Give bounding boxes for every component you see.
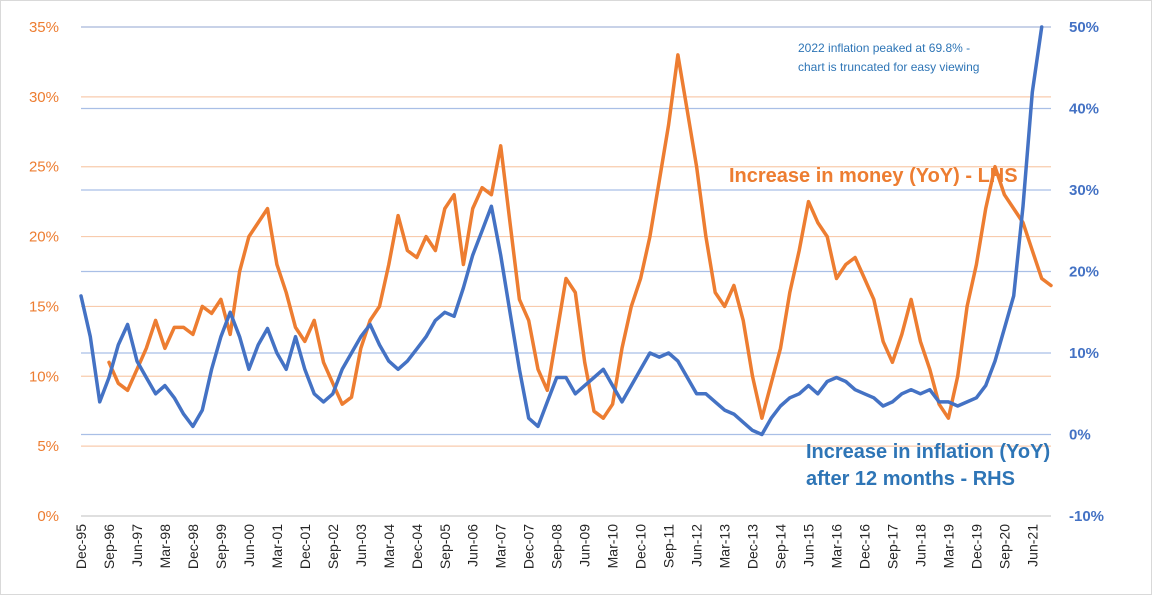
left-axis-ticks: 0% 5% 10% 15% 20% 25% 30% 35% — [29, 19, 59, 525]
x-tick-label: Mar-07 — [493, 524, 509, 569]
right-tick-label: 50% — [1069, 19, 1099, 36]
x-tick-label: Mar-19 — [940, 524, 956, 569]
left-tick-label: 30% — [29, 89, 59, 106]
x-tick-label: Mar-01 — [269, 524, 285, 569]
x-tick-label: Mar-98 — [157, 524, 173, 569]
x-tick-label: Sep-05 — [437, 524, 453, 569]
x-tick-label: Dec-16 — [857, 524, 873, 569]
x-axis-ticks: Dec-95 Sep-96 Jun-97 Mar-98 Dec-98 Sep-99 Jun-… — [73, 524, 1040, 569]
x-tick-label: Sep-99 — [213, 524, 229, 569]
money-series-label: Increase in money (YoY) - LHS — [729, 165, 1018, 187]
x-tick-label: Jun-03 — [353, 524, 369, 567]
left-tick-label: 15% — [29, 298, 59, 315]
right-tick-label: 40% — [1069, 101, 1099, 118]
x-tick-label: Mar-04 — [381, 524, 397, 569]
truncation-note-line2: chart is truncated for easy viewing — [798, 60, 979, 74]
left-tick-label: 25% — [29, 159, 59, 176]
x-tick-label: Jun-06 — [465, 524, 481, 567]
x-tick-label: Dec-98 — [185, 524, 201, 569]
x-tick-label: Dec-07 — [521, 524, 537, 569]
x-tick-label: Sep-17 — [884, 524, 900, 569]
right-tick-label: 30% — [1069, 182, 1099, 199]
left-tick-label: 35% — [29, 19, 59, 36]
left-tick-label: 0% — [37, 508, 59, 525]
x-tick-label: Jun-18 — [912, 524, 928, 567]
x-tick-label: Dec-10 — [633, 524, 649, 569]
left-tick-label: 5% — [37, 438, 59, 455]
x-tick-label: Sep-96 — [101, 524, 117, 569]
left-tick-label: 20% — [29, 229, 59, 246]
right-tick-label: 0% — [1069, 427, 1091, 444]
x-tick-label: Jun-00 — [241, 524, 257, 567]
right-axis-ticks: -10% 0% 10% 20% 30% 40% 50% — [1069, 19, 1104, 525]
x-tick-label: Jun-21 — [1024, 524, 1040, 567]
x-tick-label: Sep-02 — [325, 524, 341, 569]
x-tick-label: Dec-19 — [968, 524, 984, 569]
x-tick-label: Sep-08 — [549, 524, 565, 569]
left-tick-label: 10% — [29, 368, 59, 385]
x-tick-label: Sep-20 — [996, 524, 1012, 569]
x-tick-label: Jun-15 — [801, 524, 817, 567]
inflation-series-label-line2: after 12 months - RHS — [806, 468, 1015, 490]
x-tick-label: Jun-12 — [689, 524, 705, 567]
x-tick-label: Mar-13 — [717, 524, 733, 569]
truncation-note-line1: 2022 inflation peaked at 69.8% - — [798, 41, 970, 55]
x-tick-label: Jun-09 — [577, 524, 593, 567]
right-gridlines — [81, 26, 1051, 436]
right-tick-label: 20% — [1069, 264, 1099, 281]
series-lines — [79, 25, 1053, 437]
x-tick-label: Jun-97 — [129, 524, 145, 567]
left-gridlines — [81, 26, 1051, 447]
x-tick-label: Dec-04 — [409, 524, 425, 569]
right-tick-label: -10% — [1069, 508, 1104, 525]
right-tick-label: 10% — [1069, 345, 1099, 362]
x-tick-label: Sep-11 — [661, 524, 677, 568]
inflation-series-line — [79, 25, 1044, 437]
x-tick-label: Sep-14 — [773, 524, 789, 569]
money-series-line — [107, 53, 1053, 420]
x-tick-label: Dec-95 — [73, 524, 89, 569]
x-tick-label: Mar-16 — [829, 524, 845, 569]
x-tick-label: Dec-13 — [745, 524, 761, 569]
x-tick-label: Dec-01 — [297, 524, 313, 569]
x-tick-label: Mar-10 — [605, 524, 621, 569]
inflation-series-label-line1: Increase in inflation (YoY) — [806, 441, 1050, 463]
